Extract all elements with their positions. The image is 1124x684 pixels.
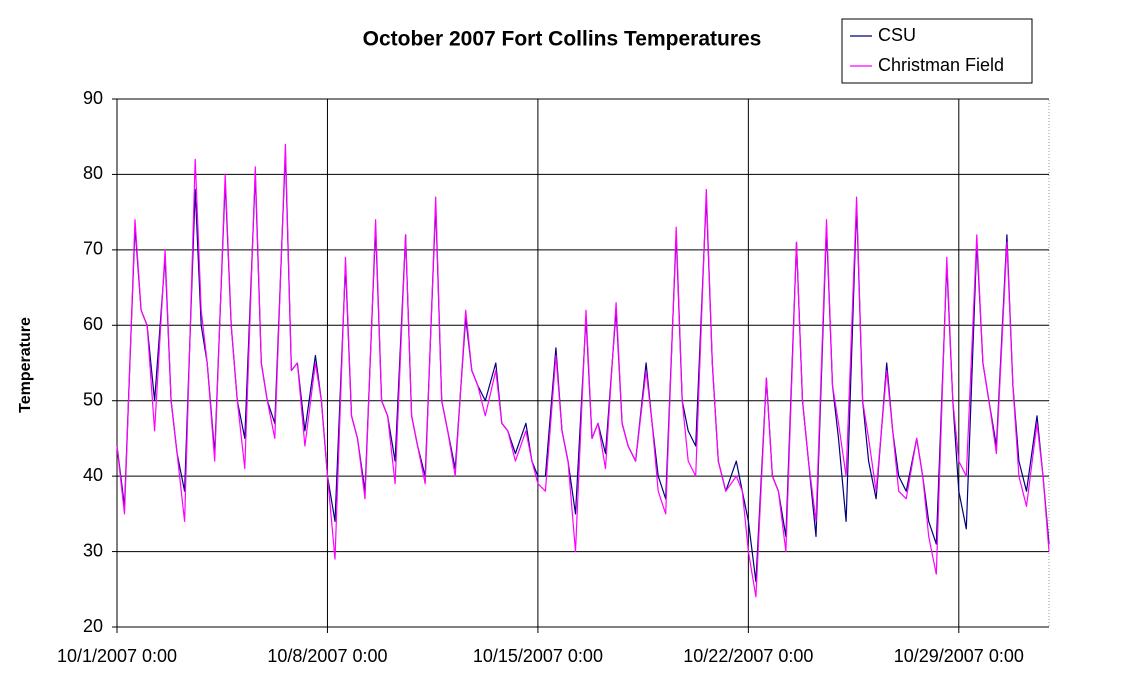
- y-axis-label: Temperature: [17, 317, 34, 413]
- x-tick-label: 10/29/2007 0:00: [894, 646, 1024, 666]
- x-tick-label: 10/1/2007 0:00: [57, 646, 177, 666]
- y-tick-label: 20: [83, 616, 103, 636]
- y-tick-label: 60: [83, 314, 103, 334]
- y-tick-label: 90: [83, 88, 103, 108]
- legend-label: Christman Field: [878, 55, 1004, 75]
- x-tick-label: 10/22/2007 0:00: [683, 646, 813, 666]
- y-tick-label: 70: [83, 239, 103, 259]
- x-tick-label: 10/8/2007 0:00: [267, 646, 387, 666]
- legend-label: CSU: [878, 25, 916, 45]
- x-tick-label: 10/15/2007 0:00: [473, 646, 603, 666]
- y-tick-label: 50: [83, 389, 103, 409]
- y-tick-label: 30: [83, 540, 103, 560]
- y-tick-label: 80: [83, 163, 103, 183]
- series-line: [116, 143, 1050, 598]
- chart-title: October 2007 Fort Collins Temperatures: [363, 28, 762, 51]
- y-tick-label: 40: [83, 465, 103, 485]
- legend-box: [841, 18, 1033, 84]
